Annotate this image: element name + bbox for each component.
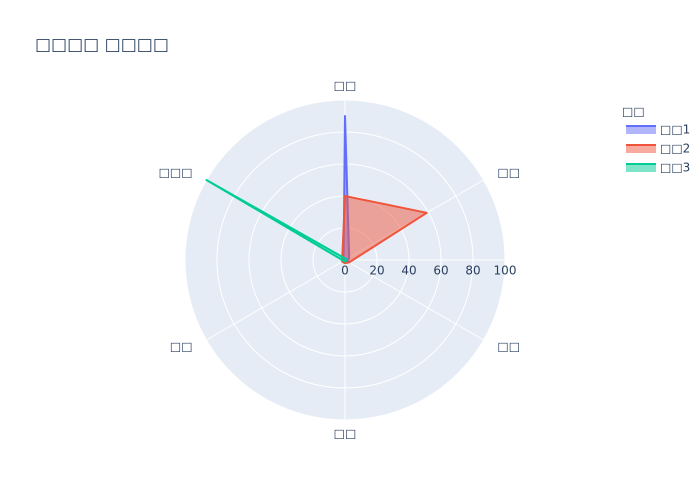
angular-grid-line xyxy=(344,259,484,341)
radial-tick-label: 100 xyxy=(494,264,517,278)
radial-tick-label: 20 xyxy=(369,264,384,278)
series-area xyxy=(205,179,348,263)
legend-swatch xyxy=(626,164,656,172)
legend-title: □□ xyxy=(622,105,645,119)
angular-tick-label: □□ xyxy=(334,79,357,93)
legend-label: □□2 xyxy=(660,142,690,156)
radial-tick-label: 80 xyxy=(465,264,480,278)
chart-title: □□□□ □□□□ xyxy=(35,35,169,55)
legend-label: □□1 xyxy=(660,123,690,137)
angular-tick-label: □□ xyxy=(497,166,520,180)
angular-tick-label: □□ xyxy=(334,427,357,441)
legend-swatch xyxy=(626,126,656,134)
angular-tick-label: □□ xyxy=(497,340,520,354)
legend-swatch xyxy=(626,145,656,153)
angular-tick-label: □□ xyxy=(170,340,193,354)
radial-tick-label: 40 xyxy=(401,264,416,278)
angular-grid-line xyxy=(206,259,346,341)
angular-tick-label: □□□ xyxy=(159,166,193,180)
radial-tick-label: 0 xyxy=(341,264,349,278)
radial-tick-label: 60 xyxy=(433,264,448,278)
legend-label: □□3 xyxy=(660,161,690,175)
